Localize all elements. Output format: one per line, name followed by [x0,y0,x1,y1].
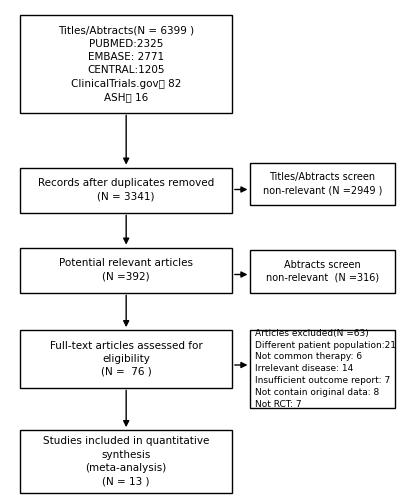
Text: Titles/Abtracts screen
non-relevant (N =2949 ): Titles/Abtracts screen non-relevant (N =… [263,172,382,196]
Text: Studies included in quantitative
synthesis
(meta-analysis)
(N = 13 ): Studies included in quantitative synthes… [43,436,209,486]
Text: Full-text articles assessed for
eligibility
(N =  76 ): Full-text articles assessed for eligibil… [50,340,203,377]
FancyBboxPatch shape [20,330,232,388]
FancyBboxPatch shape [20,168,232,212]
FancyBboxPatch shape [20,248,232,292]
FancyBboxPatch shape [250,162,395,205]
Text: Records after duplicates removed
(N = 3341): Records after duplicates removed (N = 33… [38,178,214,202]
FancyBboxPatch shape [250,330,395,407]
Text: Titles/Abtracts(N = 6399 )
PUBMED:2325
EMBASE: 2771
CENTRAL:1205
ClinicalTrials.: Titles/Abtracts(N = 6399 ) PUBMED:2325 E… [58,26,194,102]
Text: Potential relevant articles
(N =392): Potential relevant articles (N =392) [59,258,193,281]
FancyBboxPatch shape [250,250,395,292]
Text: Abtracts screen
non-relevant  (N =316): Abtracts screen non-relevant (N =316) [266,260,379,283]
FancyBboxPatch shape [20,430,232,492]
Text: Articles excluded(N =63)
Different patient population:21
Not common therapy: 6
I: Articles excluded(N =63) Different patie… [255,329,396,408]
FancyBboxPatch shape [20,15,232,112]
